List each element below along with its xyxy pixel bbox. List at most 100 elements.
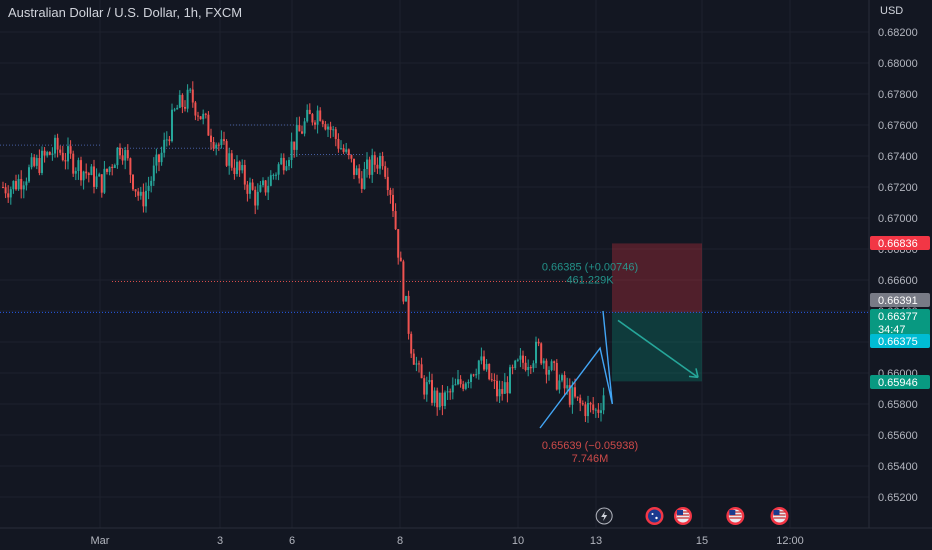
candle-body (7, 193, 10, 198)
candle-body (254, 189, 257, 206)
candle-body (350, 155, 353, 159)
x-tick-label: Mar (91, 535, 110, 547)
candle-body (360, 178, 363, 189)
candle-body (319, 110, 322, 121)
position-tool[interactable] (612, 243, 702, 382)
symbol-title[interactable]: Australian Dollar / U.S. Dollar, 1h, FXC… (8, 5, 243, 20)
candle-body (485, 363, 488, 370)
candle-body (490, 379, 493, 381)
candle-body (298, 125, 301, 132)
candle-body (137, 191, 140, 196)
candle-body (236, 161, 238, 175)
price-label: 0.66375 (878, 336, 918, 348)
candle-body (449, 391, 452, 393)
lightning-icon-bolt (601, 511, 608, 521)
candle-body (199, 116, 202, 120)
price-axis[interactable]: 0.68200 0.68000 0.67800 0.67600 0.67400 0.672… (868, 0, 918, 528)
candle-body (202, 113, 205, 120)
candle-body (563, 375, 566, 389)
candle-body (272, 174, 275, 176)
candle-body (384, 166, 387, 177)
candle-body (249, 182, 251, 194)
candle-body (22, 185, 25, 190)
projection-arrow (617, 319, 699, 379)
candle-body (457, 379, 459, 385)
candle-body (392, 194, 394, 212)
candle-body (545, 360, 548, 375)
candle-body (340, 148, 342, 150)
candle-body (134, 189, 137, 192)
candle-body (12, 181, 15, 190)
au-flag-star (655, 516, 658, 520)
candle-body (576, 396, 579, 398)
price-label-bg (870, 293, 930, 307)
candle-body (353, 158, 355, 175)
x-tick-label: 12:00 (776, 535, 804, 547)
candle-body (527, 367, 530, 371)
candle-body (462, 384, 465, 389)
trend-drawing (539, 310, 614, 429)
candle-body (516, 359, 519, 361)
us-flag-icon[interactable] (770, 507, 789, 525)
candle-body (108, 166, 111, 172)
candle-body (241, 165, 244, 171)
candle-body (394, 211, 397, 230)
candle-body (129, 158, 132, 175)
candle-body (332, 129, 335, 131)
candle-body (25, 181, 28, 186)
candle-body (259, 185, 262, 192)
candle-body (568, 385, 571, 405)
candle-body (477, 360, 480, 375)
candle-body (355, 168, 358, 175)
candle-body (366, 159, 368, 170)
measure-label: 0.65639 (−0.05938) (542, 440, 638, 452)
candle-body (535, 341, 537, 364)
us-flag-icon[interactable] (726, 507, 745, 525)
candle-body (33, 157, 36, 166)
candle-body (43, 150, 46, 156)
candle-body (48, 152, 51, 155)
time-axis[interactable]: Mar 3 6 8 10 13 15 12:00 (0, 527, 932, 547)
candle-body (103, 168, 106, 193)
candles (2, 81, 605, 423)
event-icons[interactable] (595, 507, 789, 525)
candle-body (553, 361, 556, 363)
candle-body (602, 395, 605, 411)
currency-label: USD (880, 5, 904, 17)
candle-body (228, 153, 231, 166)
candle-body (87, 173, 90, 176)
x-tick-label: 3 (217, 535, 223, 547)
candle-body (371, 155, 374, 175)
candle-body (324, 124, 327, 130)
candle-body (139, 191, 142, 196)
stop-loss-zone[interactable] (612, 243, 702, 313)
candle-body (15, 181, 17, 190)
candle-body (267, 185, 270, 193)
y-tick-label: 0.67600 (878, 120, 918, 132)
candle-body (277, 164, 280, 175)
candle-body (511, 367, 514, 369)
candle-body (64, 160, 67, 162)
us-flag-icon[interactable] (674, 507, 692, 525)
candle-body (54, 137, 56, 154)
candle-body (181, 94, 184, 107)
measure-label: 0.66385 (+0.00746) (542, 262, 638, 274)
candle-body (303, 121, 306, 134)
candle-body (212, 141, 215, 149)
candle-body (165, 139, 168, 141)
candle-body (233, 167, 236, 175)
candle-body (246, 184, 249, 194)
candle-body (111, 166, 114, 169)
candle-body (163, 139, 166, 153)
australia-flag-icon[interactable] (645, 507, 664, 525)
candle-body (178, 94, 181, 108)
candle-body (574, 387, 576, 397)
candle-body (20, 178, 23, 190)
candle-body (275, 174, 277, 176)
candle-body (306, 109, 309, 122)
lightning-icon[interactable] (595, 507, 613, 525)
candle-body (548, 370, 550, 375)
candle-body (9, 189, 12, 198)
grid (0, 0, 869, 528)
